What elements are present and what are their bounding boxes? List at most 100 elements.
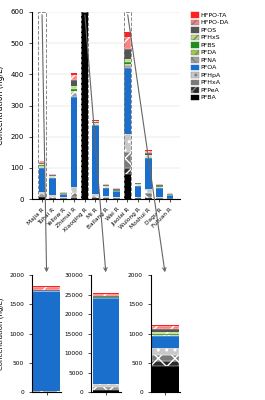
Bar xyxy=(156,198,163,199)
Bar xyxy=(145,198,152,199)
Legend: HFPO-TA, HFPO-DA, PFOS, PFHxS, PFBS, PFDA, PFNA, PFOA, PFHpA, PFHxA, PFPeA, PFBA: HFPO-TA, HFPO-DA, PFOS, PFHxS, PFBS, PFD… xyxy=(191,11,230,101)
Bar xyxy=(113,197,120,198)
Bar xyxy=(145,196,152,198)
Bar xyxy=(38,196,46,199)
Bar xyxy=(60,192,67,193)
Bar xyxy=(38,194,46,196)
Bar xyxy=(103,185,109,186)
Bar xyxy=(92,120,99,122)
Bar xyxy=(124,50,131,59)
Bar xyxy=(38,166,46,167)
Bar xyxy=(70,75,77,80)
Bar xyxy=(145,155,152,156)
Y-axis label: Concentration (ng/L): Concentration (ng/L) xyxy=(0,66,5,145)
Bar xyxy=(70,196,77,198)
Bar xyxy=(145,150,152,151)
Bar xyxy=(92,196,99,197)
Bar xyxy=(152,329,179,332)
Bar xyxy=(81,0,88,12)
Bar xyxy=(166,195,174,198)
Bar xyxy=(60,198,67,199)
Bar xyxy=(135,196,142,197)
Bar xyxy=(152,336,179,348)
Bar xyxy=(33,287,60,290)
Bar xyxy=(152,335,179,336)
Bar xyxy=(33,286,60,287)
Bar xyxy=(92,126,99,194)
Bar xyxy=(92,122,99,123)
Bar xyxy=(113,198,120,199)
Bar xyxy=(152,326,179,329)
Bar xyxy=(38,161,46,163)
Bar xyxy=(81,12,88,199)
Bar xyxy=(49,176,56,177)
Bar xyxy=(81,12,88,199)
Bar xyxy=(92,389,120,390)
Bar xyxy=(70,86,77,89)
Bar xyxy=(92,124,99,126)
Bar xyxy=(152,366,179,392)
Bar xyxy=(124,134,131,152)
Bar xyxy=(92,194,99,196)
Bar xyxy=(70,89,77,90)
Bar xyxy=(152,332,179,334)
Bar xyxy=(103,186,109,187)
Bar xyxy=(38,164,46,166)
Bar xyxy=(103,184,109,185)
Bar xyxy=(145,189,152,194)
Bar xyxy=(145,151,152,153)
Bar xyxy=(166,198,174,199)
Bar xyxy=(70,194,77,196)
Bar xyxy=(145,158,152,189)
Bar xyxy=(113,189,120,190)
Bar xyxy=(103,187,109,188)
Bar xyxy=(135,186,142,196)
Bar xyxy=(156,197,163,198)
Bar xyxy=(103,196,109,198)
Bar xyxy=(70,97,77,187)
Bar xyxy=(49,174,56,175)
Bar xyxy=(38,167,46,168)
Bar xyxy=(103,198,109,199)
Bar xyxy=(124,64,131,65)
Bar xyxy=(49,195,56,196)
Bar xyxy=(60,197,67,198)
Bar xyxy=(92,293,120,294)
Bar xyxy=(92,298,120,384)
Bar xyxy=(124,32,131,37)
Bar xyxy=(70,92,77,97)
Y-axis label: Concentration (ng/L): Concentration (ng/L) xyxy=(0,297,4,370)
Bar xyxy=(38,12,46,199)
Bar xyxy=(145,194,152,196)
Bar xyxy=(70,187,77,194)
Bar xyxy=(92,387,120,389)
Bar xyxy=(38,192,46,194)
Bar xyxy=(156,188,163,197)
Bar xyxy=(92,198,99,199)
Bar xyxy=(145,153,152,155)
Bar xyxy=(124,152,131,168)
Bar xyxy=(92,296,120,297)
Bar xyxy=(113,188,120,189)
Bar xyxy=(124,62,131,64)
Bar xyxy=(145,157,152,158)
Bar xyxy=(92,123,99,124)
Bar xyxy=(152,334,179,335)
Bar xyxy=(92,197,99,198)
Bar xyxy=(49,198,56,199)
Bar xyxy=(33,291,60,390)
Bar xyxy=(124,174,131,199)
Bar xyxy=(124,12,131,199)
Bar xyxy=(33,390,60,391)
Bar xyxy=(124,59,131,62)
Bar xyxy=(135,197,142,198)
Bar xyxy=(49,178,56,195)
Bar xyxy=(38,163,46,164)
Bar xyxy=(49,196,56,198)
Bar xyxy=(152,325,179,326)
Bar xyxy=(156,187,163,188)
Bar xyxy=(49,175,56,176)
Bar xyxy=(152,355,179,361)
Bar xyxy=(60,194,67,197)
Bar xyxy=(124,68,131,134)
